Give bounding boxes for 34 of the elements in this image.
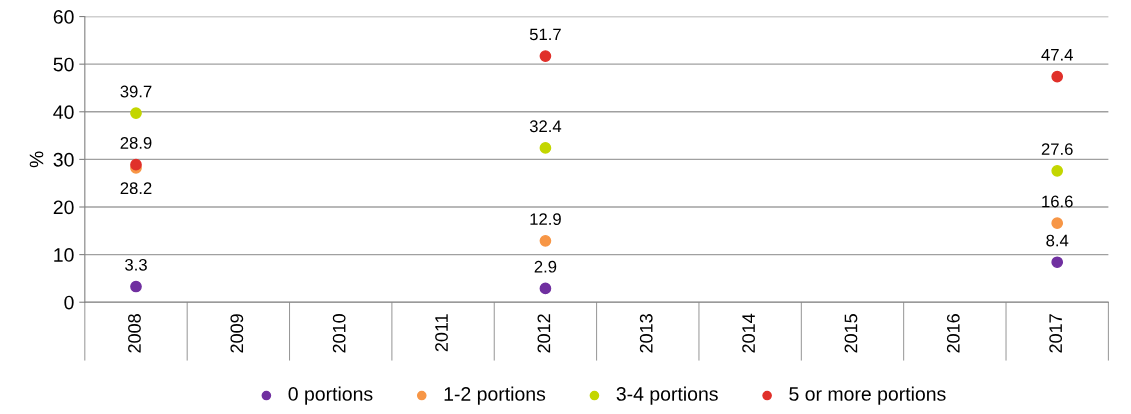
x-tick-label: 2017	[1049, 314, 1063, 353]
x-tick-label: 2009	[230, 314, 244, 353]
data-label: 39.7	[120, 85, 152, 98]
legend-label: 3-4 portions	[616, 386, 718, 405]
data-label: 27.6	[1041, 143, 1073, 156]
data-label: 51.7	[529, 28, 561, 41]
x-tick-label: 2013	[639, 314, 653, 353]
x-tick-label: 2015	[844, 314, 858, 353]
data-label: 28.2	[120, 182, 152, 195]
x-tick-label: 2011	[435, 314, 448, 352]
x-tick-label: 2012	[537, 314, 551, 353]
data-label: 47.4	[1041, 49, 1073, 61]
data-label: 32.4	[529, 120, 562, 133]
legend-label: 1-2 portions	[444, 386, 546, 405]
data-label: 16.6	[1042, 195, 1073, 208]
data-label: 28.9	[120, 137, 152, 149]
data-label: 3.3	[125, 258, 147, 271]
data-label: 8.4	[1046, 234, 1069, 247]
legend-label: 5 or more portions	[789, 386, 946, 405]
legend-label: 0 portions	[288, 386, 373, 405]
y-tick-label: 20	[53, 200, 74, 215]
y-tick-label: 50	[53, 57, 74, 72]
y-tick-label: 0	[64, 295, 74, 310]
x-tick-label: 2014	[742, 313, 755, 353]
y-tick-label: 30	[53, 152, 74, 167]
y-axis-title: %	[29, 151, 44, 168]
data-label: 12.9	[530, 213, 561, 226]
y-tick-label: 60	[53, 10, 74, 24]
data-label: 2.9	[534, 260, 557, 273]
x-tick-label: 2016	[946, 314, 960, 353]
y-tick-label: 40	[53, 105, 74, 120]
y-tick-label: 10	[54, 248, 74, 262]
x-tick-label: 2008	[128, 314, 141, 353]
x-tick-label: 2010	[332, 314, 346, 353]
